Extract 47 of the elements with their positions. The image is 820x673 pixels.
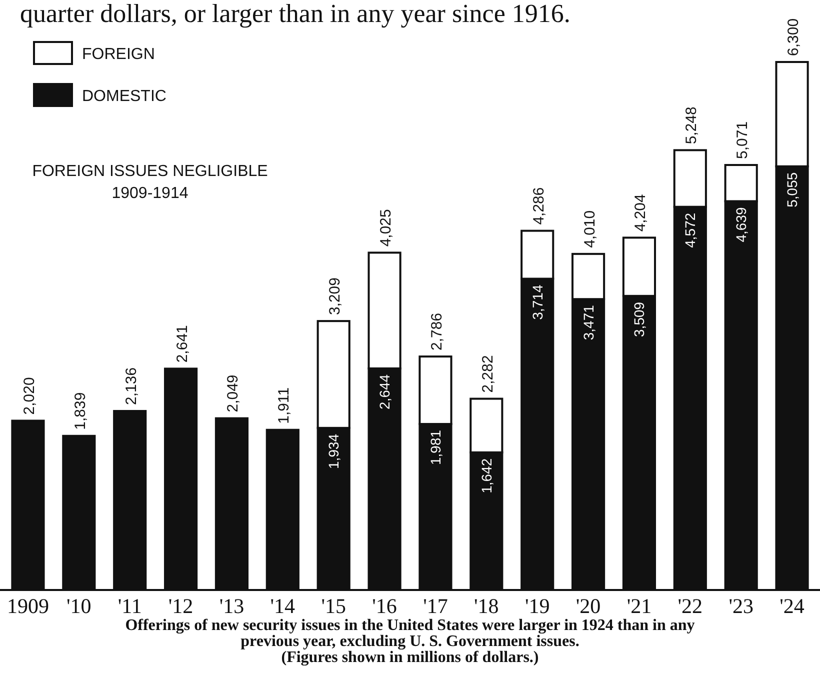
data-label: 2,644 <box>376 374 393 410</box>
total-label: 1,839 <box>72 392 89 430</box>
total-label: 2,049 <box>224 374 242 412</box>
x-tick-label: '23 <box>728 594 754 618</box>
x-tick-label: '12 <box>168 594 194 618</box>
total-label: 2,641 <box>174 325 191 363</box>
total-label: 2,020 <box>20 377 38 415</box>
total-label: 2,282 <box>479 355 496 393</box>
total-label: 4,204 <box>632 194 650 232</box>
data-label: 4,572 <box>682 212 698 248</box>
total-label: 3,209 <box>326 278 344 316</box>
legend-label: DOMESTIC <box>82 88 166 105</box>
data-label: 1,642 <box>478 458 494 494</box>
total-label: 6,300 <box>785 18 802 56</box>
x-tick-label: '22 <box>678 594 703 618</box>
total-label: 1,911 <box>276 387 293 424</box>
legend-label: FOREIGN <box>82 46 155 63</box>
total-label: 5,248 <box>683 106 700 144</box>
x-tick-label: '21 <box>626 594 652 618</box>
x-tick-label: '20 <box>576 594 601 618</box>
x-tick-label: 1909 <box>6 594 49 618</box>
data-label: 3,714 <box>529 284 546 320</box>
data-label: 3,509 <box>631 302 648 337</box>
x-tick-label: '18 <box>474 594 499 618</box>
x-tick-label: '15 <box>321 594 346 618</box>
x-tick-label: '13 <box>219 594 244 618</box>
data-label: 1,934 <box>326 434 342 469</box>
total-label: 4,025 <box>378 209 395 247</box>
total-label: 4,010 <box>581 210 598 248</box>
x-tick-label: '17 <box>423 594 448 618</box>
x-tick-label: '24 <box>780 594 805 618</box>
data-label: 4,639 <box>733 207 750 242</box>
x-tick-label: '10 <box>66 594 92 618</box>
x-tick-label: '19 <box>524 594 550 618</box>
annotation: FOREIGN ISSUES NEGLIGIBLE 1909-1914 <box>32 163 268 202</box>
data-label: 5,055 <box>784 172 800 208</box>
total-label: 5,071 <box>734 121 752 159</box>
x-tick-label: '14 <box>270 594 296 618</box>
x-tick-label: '11 <box>118 594 142 618</box>
text: Offerings of new security issues in the United States were larger in 1924 than in any previous year, excluding U. S. Government issues. (Figures shown in millions of dollars.) <box>125 617 695 666</box>
total-label: 2,136 <box>122 367 140 405</box>
total-label: 2,786 <box>428 312 446 351</box>
text: quarter dollars, or larger than in any year since 1916. <box>20 0 570 28</box>
data-label: 3,471 <box>580 304 596 340</box>
x-tick-label: '16 <box>372 594 397 618</box>
total-label: 4,286 <box>530 187 548 225</box>
data-label: 1,981 <box>427 430 444 466</box>
